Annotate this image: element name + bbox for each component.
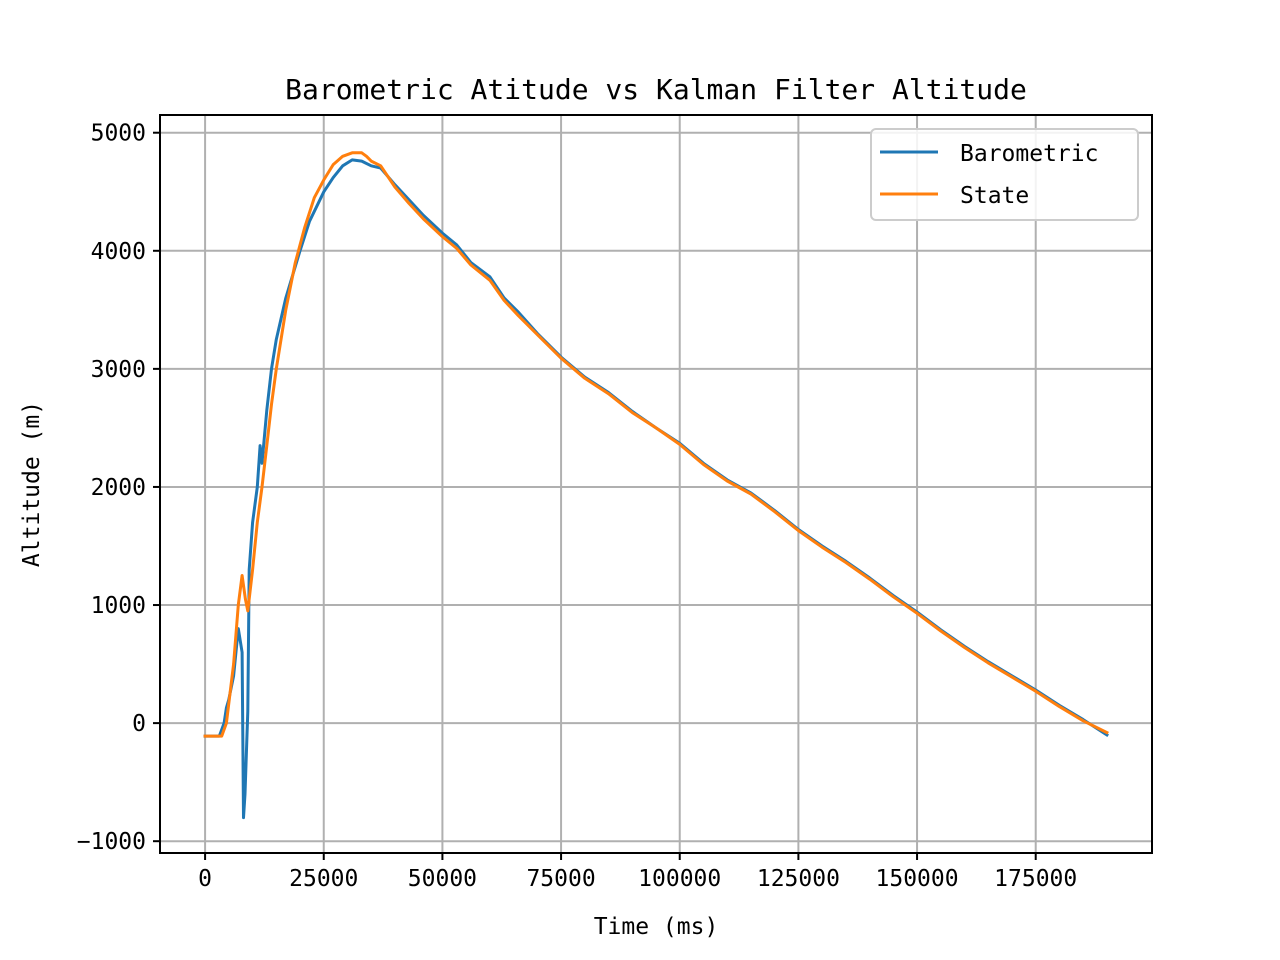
x-tick-label: 0 bbox=[198, 866, 212, 892]
ticks: 0 25000 50000 75000 100000 125000 150000 175000… bbox=[77, 121, 1078, 892]
legend: Barometric State bbox=[870, 128, 1139, 221]
x-tick-label: 150000 bbox=[876, 866, 959, 892]
x-tick-label: 50000 bbox=[408, 866, 477, 892]
y-tick-label: 0 bbox=[132, 711, 146, 737]
x-tick-label: 125000 bbox=[757, 866, 840, 892]
y-tick-label: 2000 bbox=[91, 475, 146, 501]
legend-label-state: State bbox=[960, 183, 1029, 209]
y-tick-label: 5000 bbox=[91, 121, 146, 147]
chart-title: Barometric Atitude vs Kalman Filter Alti… bbox=[285, 73, 1027, 106]
series-line-state bbox=[203, 151, 1109, 738]
y-tick-label: 4000 bbox=[91, 239, 146, 265]
plot-frame bbox=[159, 114, 1153, 854]
x-tick-label: 100000 bbox=[638, 866, 721, 892]
x-axis-label: Time (ms) bbox=[594, 914, 719, 940]
x-tick-label: 25000 bbox=[289, 866, 358, 892]
series-layer bbox=[203, 151, 1109, 820]
x-tick-label: 175000 bbox=[994, 866, 1077, 892]
y-axis-label: Altitude (m) bbox=[19, 401, 45, 567]
legend-label-barometric: Barometric bbox=[960, 141, 1098, 167]
y-tick-label: 3000 bbox=[91, 357, 146, 383]
y-tick-label: 1000 bbox=[91, 593, 146, 619]
x-tick-label: 75000 bbox=[526, 866, 595, 892]
y-tick-label: −1000 bbox=[77, 829, 146, 855]
